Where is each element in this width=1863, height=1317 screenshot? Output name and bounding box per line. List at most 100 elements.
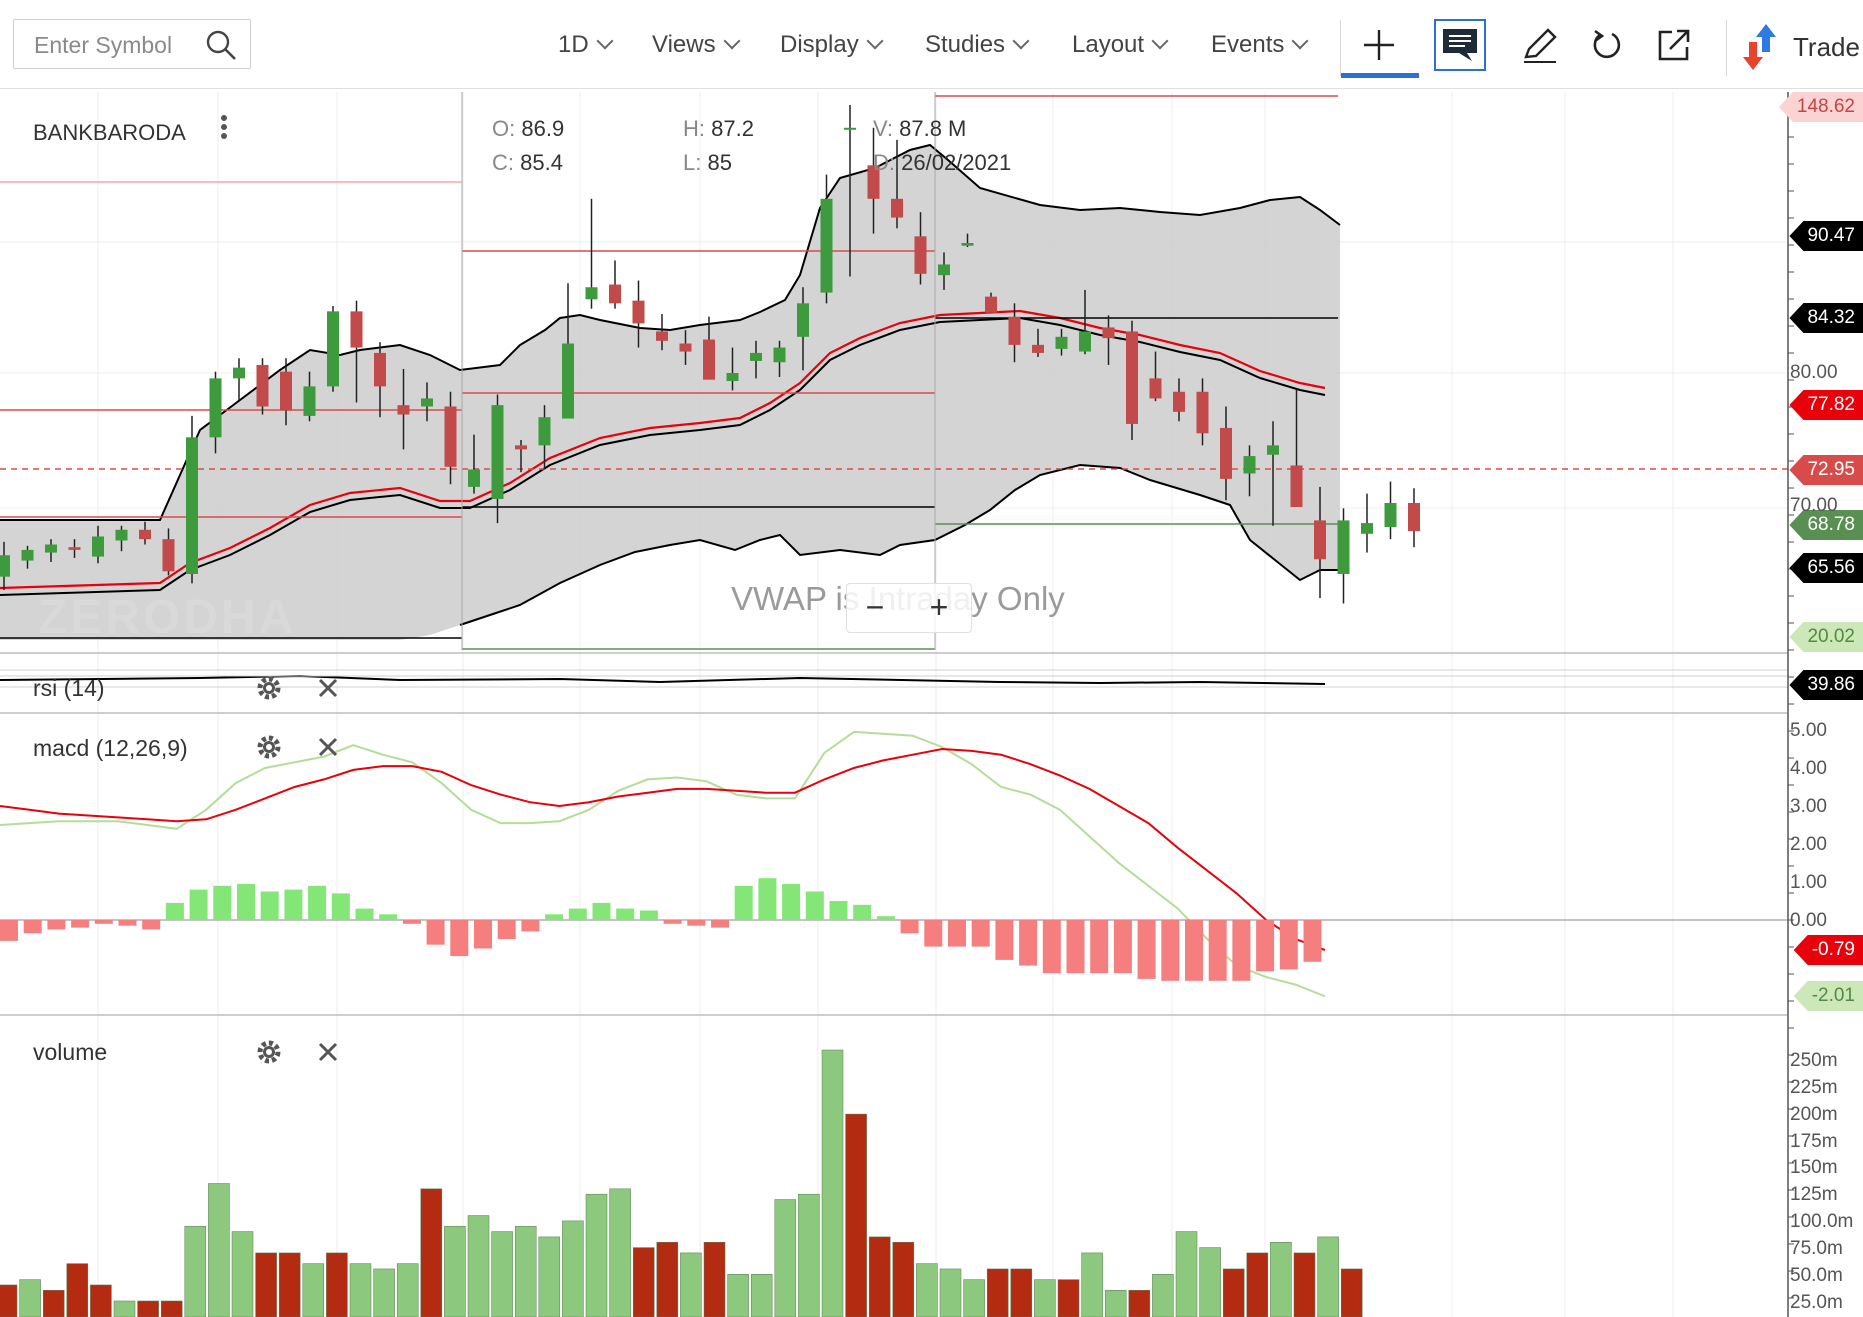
candle-body — [703, 339, 715, 380]
rsi-settings-gear-icon[interactable] — [254, 673, 284, 703]
macd-value-tag: -0.79 — [1793, 935, 1863, 965]
volume-axis-tick: 50.0m — [1790, 1265, 1843, 1286]
layout-menu[interactable]: Layout — [1072, 28, 1169, 62]
candlestick-series — [0, 105, 1420, 604]
candle-body — [1055, 336, 1068, 349]
trade-label[interactable]: Trade — [1793, 32, 1860, 62]
histogram-bar — [1019, 920, 1038, 966]
macd-axis-tick: 0.00 — [1790, 910, 1827, 931]
ohlc-close: C: 85.4 — [492, 150, 563, 176]
volume-bar — [868, 1236, 891, 1317]
candle-body — [233, 367, 245, 379]
volume-bar — [326, 1252, 348, 1317]
comment-icon — [1443, 29, 1477, 61]
crosshair-active-indicator — [1341, 73, 1419, 78]
price-axis-tick: 80.00 — [1790, 362, 1838, 383]
histogram-bar — [1185, 920, 1203, 981]
histogram-bar — [687, 920, 706, 926]
histogram-bar — [355, 908, 374, 920]
histogram-bar — [1137, 920, 1156, 979]
candle-body — [1290, 465, 1303, 507]
events-menu[interactable]: Events — [1211, 28, 1309, 62]
volume-bar — [90, 1284, 112, 1317]
volume-bar — [373, 1268, 395, 1317]
volume-bar — [255, 1252, 277, 1317]
bollinger-lower-line — [459, 463, 1340, 626]
display-menu[interactable]: Display — [780, 28, 884, 62]
volume-bar — [420, 1188, 443, 1317]
symbol-search-box[interactable] — [13, 19, 251, 69]
histogram-bar — [734, 885, 753, 920]
candle-body — [139, 529, 151, 540]
share-button[interactable] — [1648, 19, 1700, 71]
draw-button[interactable] — [1514, 19, 1566, 71]
crosshair-icon — [1364, 30, 1394, 60]
volume-bar — [680, 1252, 702, 1317]
low-value: 85 — [707, 150, 732, 175]
zoom-in-button[interactable]: + — [929, 589, 949, 625]
macd-settings-gear-icon[interactable] — [254, 732, 284, 762]
crosshair-button[interactable] — [1353, 19, 1405, 71]
candle-body — [468, 469, 480, 487]
volume-bar — [1010, 1268, 1033, 1317]
layout-label: Layout — [1072, 31, 1145, 58]
histogram-bar — [616, 908, 635, 920]
refresh-icon — [1593, 29, 1621, 59]
ohlc-open: O: 86.9 — [492, 116, 564, 142]
candle-body — [162, 539, 175, 572]
volume-close-icon[interactable] — [313, 1037, 343, 1067]
views-menu[interactable]: Views — [652, 28, 741, 62]
rsi-line-path — [0, 674, 1326, 685]
volume-value: 87.8 M — [899, 116, 967, 141]
candle-body — [1314, 520, 1326, 560]
rsi-value-tag: 39.86 — [1789, 670, 1863, 700]
high-value: 87.2 — [711, 116, 754, 141]
symbol-search-input[interactable] — [32, 30, 206, 60]
panel-separators — [0, 92, 1794, 1317]
candle-body — [45, 544, 57, 553]
volume-axis-tick: 250m — [1790, 1050, 1838, 1071]
symbol-menu-kebab-icon[interactable] — [216, 113, 232, 145]
studies-menu[interactable]: Studies — [925, 28, 1030, 62]
macd-axis-tick: 1.00 — [1790, 872, 1827, 893]
symbol-name[interactable]: BANKBARODA — [33, 120, 186, 145]
candle-body — [444, 406, 457, 467]
toolbar-divider — [1340, 20, 1341, 76]
histogram-bar — [592, 902, 611, 920]
candle-body — [515, 445, 527, 450]
search-icon[interactable] — [206, 30, 236, 60]
volume-bar — [1081, 1252, 1103, 1317]
volume-bar — [538, 1236, 561, 1317]
ohlc-low: L: 85 — [683, 150, 732, 176]
volume-bar — [349, 1263, 372, 1317]
price-axis-tick: 70.00 — [1790, 495, 1838, 516]
candle-body — [280, 371, 292, 411]
candle-body — [820, 198, 833, 293]
share-icon — [1658, 29, 1690, 61]
candle-body — [679, 343, 692, 352]
candle-body — [1220, 427, 1232, 479]
macd-series — [0, 730, 1788, 998]
volume-axis-tick: 25.0m — [1790, 1292, 1843, 1313]
candle-body — [21, 549, 34, 561]
candle-body — [773, 347, 786, 363]
macd-close-icon[interactable] — [313, 732, 343, 762]
zoom-out-button[interactable]: − — [865, 589, 885, 625]
reset-button[interactable] — [1581, 19, 1633, 71]
signal-line — [0, 730, 1326, 998]
trade-button[interactable] — [1738, 22, 1784, 72]
candle-body — [961, 243, 974, 246]
candle-body — [397, 405, 410, 415]
volume-settings-gear-icon[interactable] — [254, 1037, 284, 1067]
rsi-close-icon[interactable] — [313, 673, 343, 703]
candle-body — [327, 311, 339, 387]
histogram-bar — [711, 920, 729, 928]
volume-bar — [514, 1225, 537, 1317]
display-label: Display — [780, 31, 859, 58]
candle-body — [68, 547, 81, 550]
interval-menu[interactable]: 1D — [558, 28, 614, 62]
candle-body — [1008, 316, 1021, 345]
comment-button[interactable] — [1434, 19, 1486, 71]
studies-label: Studies — [925, 31, 1006, 58]
